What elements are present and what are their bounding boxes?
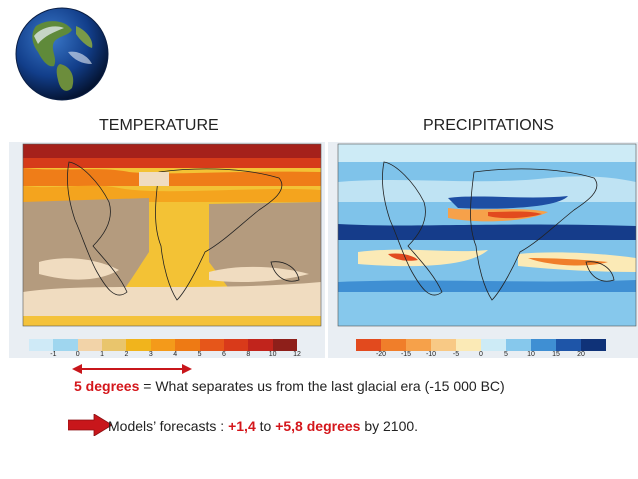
colorbar-tick-label: 20	[577, 351, 585, 358]
colorbar-segment	[456, 339, 481, 351]
colorbar-tick-label: 5	[504, 351, 508, 358]
double-headed-arrow-icon	[72, 364, 192, 374]
colorbar-tick-label: 15	[552, 351, 560, 358]
colorbar-segment	[556, 339, 581, 351]
forecast-to: to	[255, 418, 276, 434]
colorbar-tick-label: 1	[100, 351, 105, 358]
colorbar-segment	[406, 339, 431, 351]
colorbar-tick-label: 0	[479, 351, 483, 358]
colorbar-segment	[199, 339, 224, 351]
colorbar-segment	[481, 339, 506, 351]
forecast-prefix: Models’ forecasts :	[108, 418, 229, 434]
forecast-high: +5,8 degrees	[275, 418, 361, 434]
colorbar-tick-label: 10	[527, 351, 535, 358]
colorbar-tick-label: 5	[197, 351, 202, 358]
temperature-map	[9, 142, 325, 358]
colorbar-segment	[175, 339, 200, 351]
colorbar-tick-label: -5	[452, 351, 460, 358]
colorbar-tick-label: 3	[148, 351, 153, 358]
colorbar-segment	[431, 339, 456, 351]
colorbar-tick-label: -20	[375, 351, 387, 358]
glacial-era-statement: 5 degrees = What separates us from the l…	[74, 378, 505, 394]
colorbar-tick-label: -15	[400, 351, 412, 358]
colorbar-tick-label: 8	[246, 351, 251, 358]
colorbar-segment	[581, 339, 606, 351]
colorbar-tick-label: 2	[124, 351, 129, 358]
earth-globe-icon	[15, 7, 109, 101]
colorbar-tick-label: 6	[221, 351, 226, 358]
colorbar-segment	[53, 339, 78, 351]
colorbar-tick-label: 0	[75, 351, 80, 358]
colorbar-tick-label: -1	[50, 351, 57, 358]
precipitation-colorbar	[356, 339, 606, 351]
forecast-low: +1,4	[228, 418, 256, 434]
colorbar-tick-label: 4	[173, 351, 178, 358]
colorbar-segment	[150, 339, 176, 351]
precipitation-map	[328, 142, 638, 358]
colorbar-tick-label: -10	[425, 351, 437, 358]
precipitation-title: PRECIPITATIONS	[423, 117, 554, 134]
colorbar-segment	[223, 339, 249, 351]
colorbar-segment	[248, 339, 273, 351]
colorbar-segment	[77, 339, 103, 351]
colorbar-segment	[381, 339, 406, 351]
colorbar-segment	[29, 339, 54, 351]
colorbar-segment	[531, 339, 556, 351]
colorbar-tick-label: 12	[293, 351, 301, 358]
temperature-title: TEMPERATURE	[99, 117, 219, 134]
five-degrees-highlight: 5 degrees	[74, 378, 140, 394]
glacial-era-text: = What separates us from the last glacia…	[139, 378, 505, 394]
colorbar-segment	[126, 339, 151, 351]
colorbar-segment	[356, 339, 381, 351]
colorbar-tick-label: 10	[268, 351, 277, 358]
colorbar-segment	[506, 339, 531, 351]
red-right-arrow-icon	[68, 414, 112, 436]
colorbar-segment	[272, 339, 297, 351]
forecast-suffix: by 2100.	[360, 418, 419, 434]
forecast-statement: Models’ forecasts : +1,4 to +5,8 degrees…	[108, 418, 418, 434]
colorbar-segment	[102, 339, 127, 351]
temperature-colorbar	[29, 339, 297, 351]
